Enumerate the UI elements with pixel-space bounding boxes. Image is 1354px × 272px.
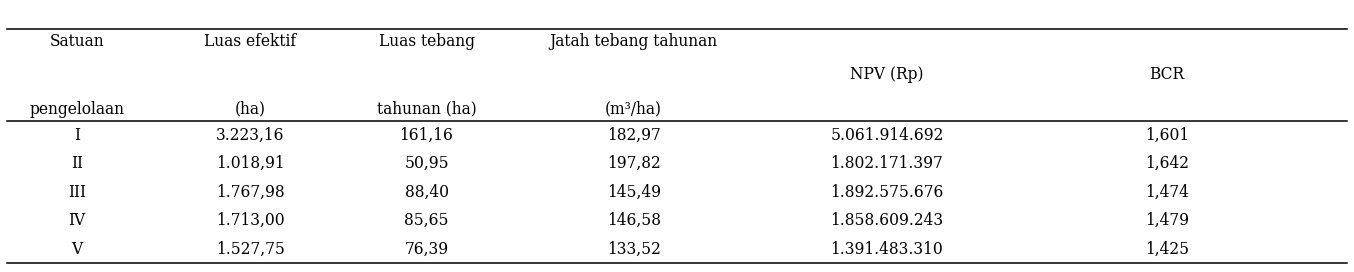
Text: III: III: [68, 184, 87, 201]
Text: 133,52: 133,52: [607, 240, 661, 258]
Text: 1,601: 1,601: [1145, 127, 1189, 144]
Text: 161,16: 161,16: [399, 127, 454, 144]
Text: 5.061.914.692: 5.061.914.692: [830, 127, 944, 144]
Text: 1.767,98: 1.767,98: [217, 184, 284, 201]
Text: 1.018,91: 1.018,91: [217, 155, 284, 172]
Text: 50,95: 50,95: [405, 155, 448, 172]
Text: IV: IV: [69, 212, 85, 229]
Text: 1,425: 1,425: [1145, 240, 1189, 258]
Text: 1.802.171.397: 1.802.171.397: [830, 155, 944, 172]
Text: 1,474: 1,474: [1145, 184, 1189, 201]
Text: pengelolaan: pengelolaan: [30, 101, 125, 118]
Text: NPV (Rp): NPV (Rp): [850, 66, 923, 83]
Text: BCR: BCR: [1150, 66, 1185, 83]
Text: 1.892.575.676: 1.892.575.676: [830, 184, 944, 201]
Text: 1,642: 1,642: [1145, 155, 1189, 172]
Text: V: V: [72, 240, 83, 258]
Text: 197,82: 197,82: [607, 155, 661, 172]
Text: 1.391.483.310: 1.391.483.310: [830, 240, 944, 258]
Text: 146,58: 146,58: [607, 212, 661, 229]
Text: 1.713,00: 1.713,00: [217, 212, 284, 229]
Text: 1,479: 1,479: [1145, 212, 1189, 229]
Text: (m³/ha): (m³/ha): [605, 101, 662, 118]
Text: 76,39: 76,39: [405, 240, 448, 258]
Text: Satuan: Satuan: [50, 33, 104, 50]
Text: 182,97: 182,97: [607, 127, 661, 144]
Text: Luas efektif: Luas efektif: [204, 33, 297, 50]
Text: 1.858.609.243: 1.858.609.243: [830, 212, 944, 229]
Text: 1.527,75: 1.527,75: [217, 240, 284, 258]
Text: tahunan (ha): tahunan (ha): [376, 101, 477, 118]
Text: 85,65: 85,65: [405, 212, 448, 229]
Text: Luas tebang: Luas tebang: [379, 33, 474, 50]
Text: I: I: [74, 127, 80, 144]
Text: Jatah tebang tahunan: Jatah tebang tahunan: [550, 33, 718, 50]
Text: II: II: [72, 155, 83, 172]
Text: (ha): (ha): [236, 101, 265, 118]
Text: 145,49: 145,49: [607, 184, 661, 201]
Text: 88,40: 88,40: [405, 184, 448, 201]
Text: 3.223,16: 3.223,16: [217, 127, 284, 144]
